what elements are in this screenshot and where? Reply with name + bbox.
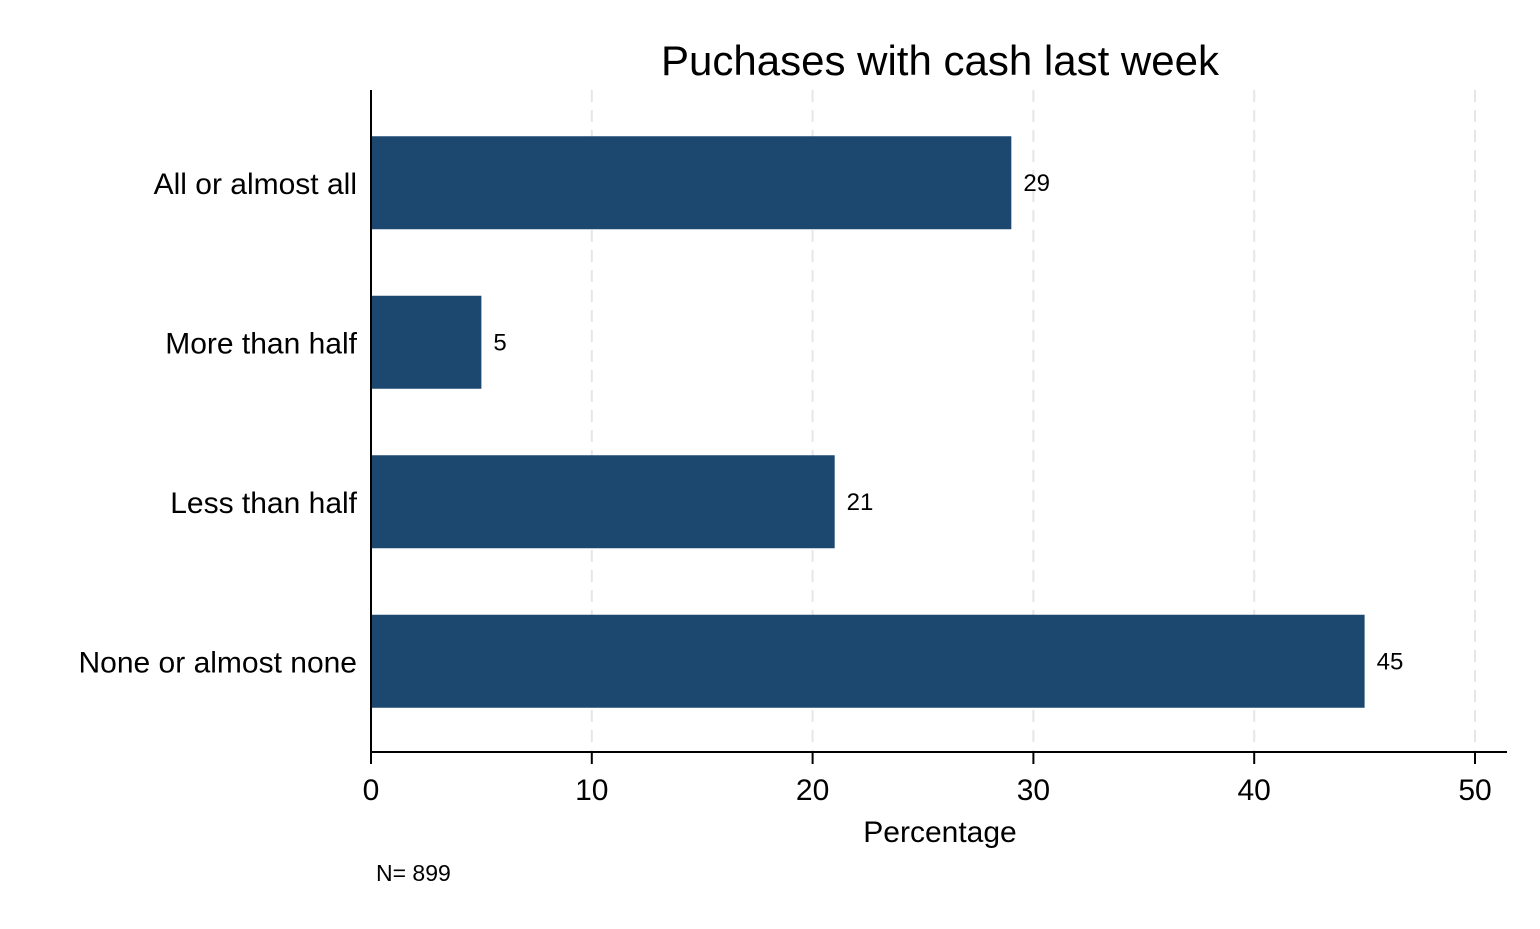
data-label: 45 (1377, 648, 1404, 675)
x-tick-label: 30 (1017, 774, 1050, 807)
axes: All or almost all More than half Less than… (79, 90, 1507, 807)
bars: 29 5 21 45 (371, 136, 1403, 708)
chart-title: Puchases with cash last week (661, 37, 1220, 84)
y-category-label: All or almost all (154, 168, 357, 201)
data-label: 29 (1023, 170, 1050, 197)
y-category-label: More than half (165, 327, 357, 360)
bar (371, 136, 1012, 230)
x-tick-label: 10 (575, 774, 608, 807)
x-axis-label: Percentage (863, 816, 1016, 849)
bar (371, 455, 835, 549)
sample-size-note: N= 899 (376, 860, 451, 886)
bar (371, 295, 482, 389)
data-label: 5 (493, 329, 506, 356)
y-category-label: Less than half (170, 487, 357, 520)
x-tick-label: 0 (363, 774, 380, 807)
x-tick-label: 40 (1238, 774, 1271, 807)
data-label: 21 (847, 489, 874, 516)
x-tick-label: 20 (796, 774, 829, 807)
y-category-label: None or almost none (79, 646, 358, 679)
bar (371, 614, 1365, 708)
x-tick-label: 50 (1458, 774, 1491, 807)
